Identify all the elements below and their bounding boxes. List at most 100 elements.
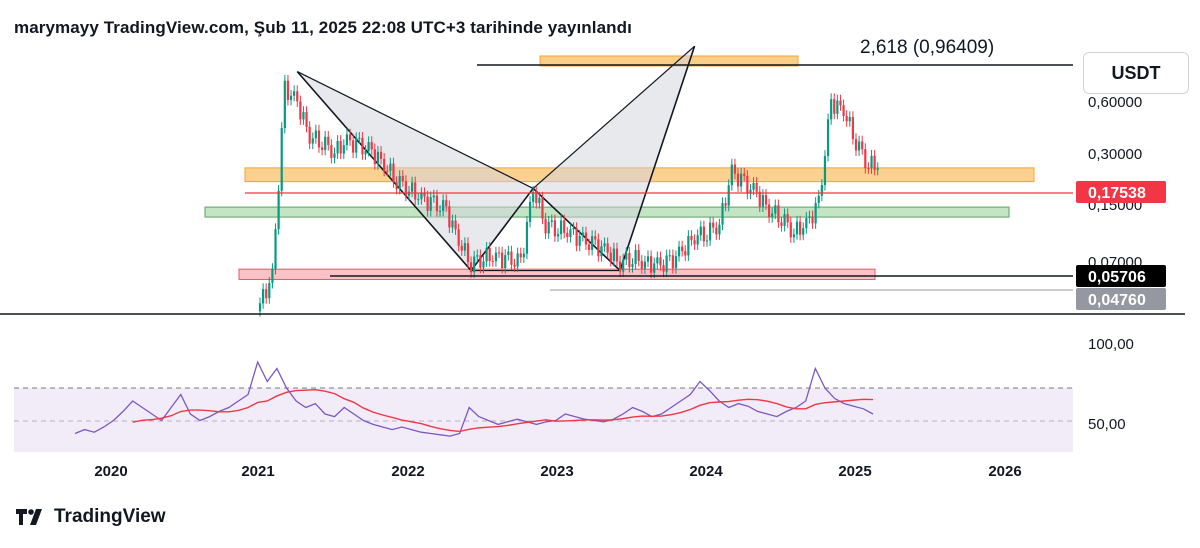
candle-body bbox=[379, 151, 383, 159]
candle-body bbox=[305, 112, 308, 127]
candle-body bbox=[733, 164, 737, 174]
rsi-layer bbox=[14, 360, 1073, 452]
candle-body bbox=[262, 289, 265, 304]
candle-body bbox=[774, 205, 777, 214]
fib-zone-box bbox=[539, 55, 799, 67]
candle-body bbox=[345, 134, 349, 146]
zone-red bbox=[238, 268, 876, 280]
candle-body bbox=[836, 100, 839, 114]
time-tick-label: 2022 bbox=[391, 463, 424, 480]
candle-body bbox=[355, 138, 358, 153]
rsi-tick-label: 50,00 bbox=[1088, 416, 1126, 433]
candle-body bbox=[615, 248, 619, 262]
candle-body bbox=[429, 197, 432, 211]
candle-body bbox=[473, 256, 476, 273]
candle-body bbox=[308, 126, 311, 144]
candle-body bbox=[659, 257, 662, 266]
candle-body bbox=[631, 264, 634, 268]
candle-body bbox=[501, 252, 504, 268]
candle-body bbox=[392, 163, 395, 183]
candle-body bbox=[740, 173, 743, 187]
price-badge-label: 0,04760 bbox=[1088, 292, 1146, 309]
candle-body bbox=[327, 136, 330, 146]
candle-body bbox=[712, 222, 715, 228]
candle-body bbox=[460, 245, 463, 251]
candle-body bbox=[758, 191, 761, 207]
candle-body bbox=[687, 236, 690, 256]
candle-body bbox=[674, 256, 678, 269]
candle-body bbox=[528, 201, 532, 222]
candle-body bbox=[314, 130, 317, 139]
time-tick-label: 2023 bbox=[540, 463, 573, 480]
candle-body bbox=[324, 136, 327, 150]
candle-body bbox=[274, 229, 277, 270]
candle-body bbox=[268, 282, 271, 299]
candle-body bbox=[336, 140, 339, 154]
time-tick-label: 2026 bbox=[988, 463, 1021, 480]
candle-body bbox=[780, 222, 783, 226]
candle-body bbox=[584, 232, 588, 245]
candle-body bbox=[668, 255, 671, 257]
candle-body bbox=[358, 137, 361, 139]
candle-body bbox=[330, 145, 333, 158]
candle-body bbox=[407, 191, 411, 196]
candle-body bbox=[861, 141, 864, 150]
candle-body bbox=[830, 99, 833, 120]
candle-body bbox=[364, 151, 367, 155]
candle-body bbox=[799, 221, 802, 235]
candle-body bbox=[525, 221, 529, 254]
candle-body bbox=[814, 202, 817, 224]
price-badge bbox=[1076, 288, 1166, 310]
publish-caption: marymayy TradingView.com, Şub 11, 2025 2… bbox=[14, 18, 632, 37]
candle-body bbox=[507, 251, 510, 256]
candle-body bbox=[560, 220, 563, 235]
candle-body bbox=[761, 194, 764, 207]
candle-body bbox=[867, 168, 870, 170]
candle-body bbox=[612, 248, 615, 261]
candle-body bbox=[342, 145, 345, 154]
time-tick-label: 2024 bbox=[689, 463, 723, 480]
candle-body bbox=[569, 229, 572, 238]
price-badge-label: 0,05706 bbox=[1088, 269, 1146, 286]
candle-body bbox=[705, 240, 709, 242]
candle-body bbox=[764, 194, 768, 205]
candle-body bbox=[681, 246, 684, 252]
candle-body bbox=[265, 289, 268, 299]
candle-body bbox=[671, 255, 674, 269]
candle-body bbox=[438, 210, 442, 212]
candle-body bbox=[541, 197, 544, 219]
candle-body bbox=[389, 163, 392, 171]
time-tick-label: 2025 bbox=[838, 463, 871, 480]
candle-body bbox=[811, 216, 814, 224]
pattern-triangle-bcd bbox=[533, 46, 695, 271]
candle-body bbox=[289, 95, 293, 100]
candle-body bbox=[302, 112, 305, 120]
candle-body bbox=[488, 247, 491, 262]
candle-body bbox=[864, 149, 867, 169]
candle-body bbox=[497, 252, 501, 254]
price-badge-label: 0,17538 bbox=[1088, 185, 1146, 202]
candle-body bbox=[684, 251, 687, 256]
candle-body bbox=[401, 175, 404, 182]
candle-body bbox=[690, 236, 693, 241]
candle-body bbox=[802, 228, 805, 235]
candle-body bbox=[718, 224, 721, 235]
candle-body bbox=[848, 117, 851, 122]
candle-body bbox=[845, 116, 848, 122]
candle-body bbox=[476, 255, 479, 257]
candle-body bbox=[544, 218, 547, 234]
symbol-label[interactable]: USDT bbox=[1083, 52, 1189, 94]
candle-body bbox=[640, 260, 643, 269]
candle-body bbox=[454, 220, 457, 230]
candle-body bbox=[373, 149, 376, 165]
candle-body bbox=[575, 228, 578, 246]
candle-body bbox=[594, 236, 597, 240]
candle-body bbox=[457, 229, 460, 246]
candle-body bbox=[622, 259, 625, 272]
candle-body bbox=[870, 155, 873, 169]
candle-body bbox=[417, 199, 420, 201]
candle-body bbox=[383, 158, 386, 171]
candle-body bbox=[767, 204, 771, 218]
candle-body bbox=[581, 232, 584, 236]
